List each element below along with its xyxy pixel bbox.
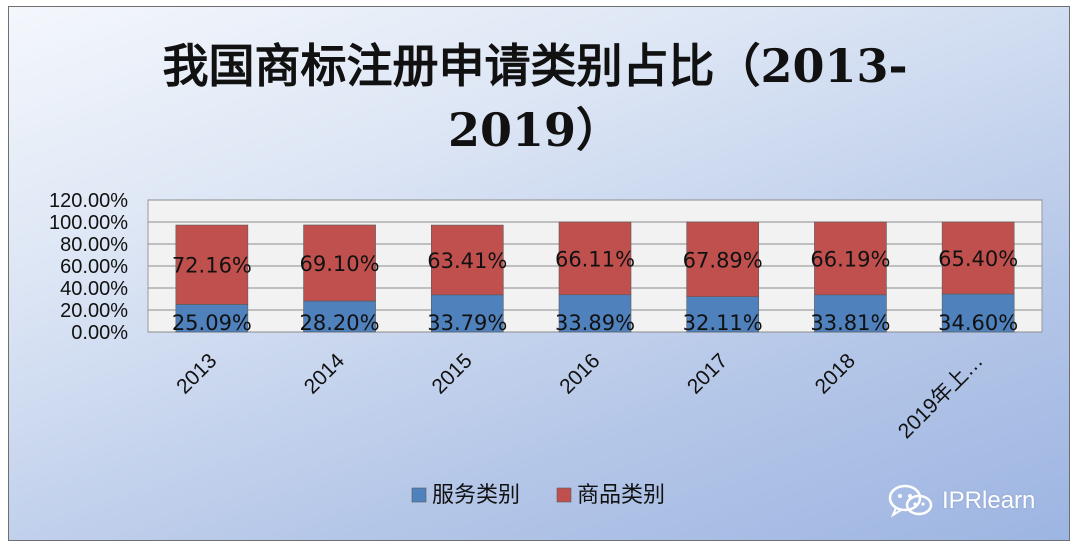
bar-service [303,300,376,333]
x-tick-label: 2013 [172,349,221,398]
watermark: IPRlearn [888,483,1035,519]
x-tick-label: 2017 [683,349,732,398]
x-tick-label: 2018 [811,349,860,398]
data-label-goods: 69.10% [300,252,380,276]
y-tick-label: 60.00% [60,256,128,278]
data-label-service: 33.81% [810,311,890,335]
data-label-service: 33.89% [555,311,635,335]
bar-service [175,304,249,333]
bar-service [941,293,1015,333]
data-label-service: 34.60% [938,311,1018,335]
bar-goods [175,224,249,305]
y-tick-label: 120.00% [49,190,128,212]
bar-goods [430,224,504,296]
data-label-goods: 66.11% [555,247,635,271]
data-label-goods: 66.19% [810,247,890,271]
watermark-text: IPRlearn [942,487,1036,514]
x-tick-label: 2015 [428,349,477,398]
data-label-goods: 65.40% [938,247,1018,271]
x-tick-label: 2016 [555,349,604,398]
x-tick-label: 2014 [300,349,350,399]
data-label-service: 32.11% [683,311,763,335]
data-label-service: 25.09% [172,311,252,335]
legend-label-goods: 商品类别 [577,483,665,508]
bar-goods [814,221,887,296]
bar-goods [303,224,376,302]
chart-title: 我国商标注册申请类别占比（2013-2019） [162,39,908,157]
data-label-goods: 67.89% [683,248,763,272]
wechat-icon [888,484,933,518]
y-tick-label: 40.00% [60,278,128,300]
bar-service [558,294,632,333]
y-tick-label: 80.00% [60,234,128,256]
data-label-goods: 63.41% [427,249,507,273]
bar-service [814,294,887,333]
bar-goods [941,221,1015,295]
legend-swatch-service [411,487,427,503]
data-label-goods: 72.16% [172,254,252,278]
y-tick-label: 20.00% [60,300,128,322]
y-tick-label: 0.00% [71,322,128,344]
y-tick-label: 100.00% [49,212,128,234]
legend-label-service: 服务类别 [432,483,520,508]
x-tick-label: 2019年上… [894,349,988,443]
data-label-service: 28.20% [300,311,380,335]
bar-goods [558,221,632,296]
bar-goods [686,221,760,297]
data-label-service: 33.79% [427,311,507,335]
bar-service [430,294,504,333]
legend-swatch-goods [556,487,572,503]
